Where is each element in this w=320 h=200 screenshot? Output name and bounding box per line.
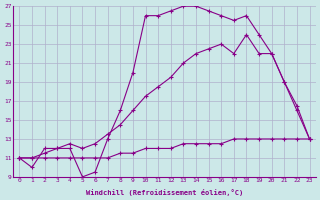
X-axis label: Windchill (Refroidissement éolien,°C): Windchill (Refroidissement éolien,°C) [86, 189, 243, 196]
